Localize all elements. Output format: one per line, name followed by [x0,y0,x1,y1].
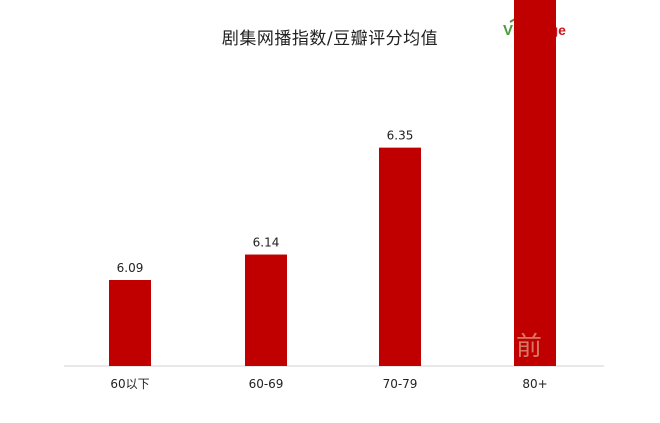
bar-3 [514,0,556,367]
bar-0 [109,280,151,366]
bar-1 [245,254,287,366]
x-tick-label-3: 80+ [522,377,547,391]
data-label-1: 6.14 [253,236,280,250]
x-tick-label-0: 60以下 [110,377,149,391]
data-label-0: 6.09 [117,261,144,275]
x-tick-label-1: 60-69 [249,377,284,391]
logo-v: V [503,22,514,39]
chart-title: 剧集网播指数/豆瓣评分均值 [221,29,439,49]
bar-2 [379,147,421,366]
x-tick-label-2: 70-79 [383,377,418,391]
watermark-stamp: 前 [516,332,543,362]
data-label-2: 6.35 [387,129,414,143]
